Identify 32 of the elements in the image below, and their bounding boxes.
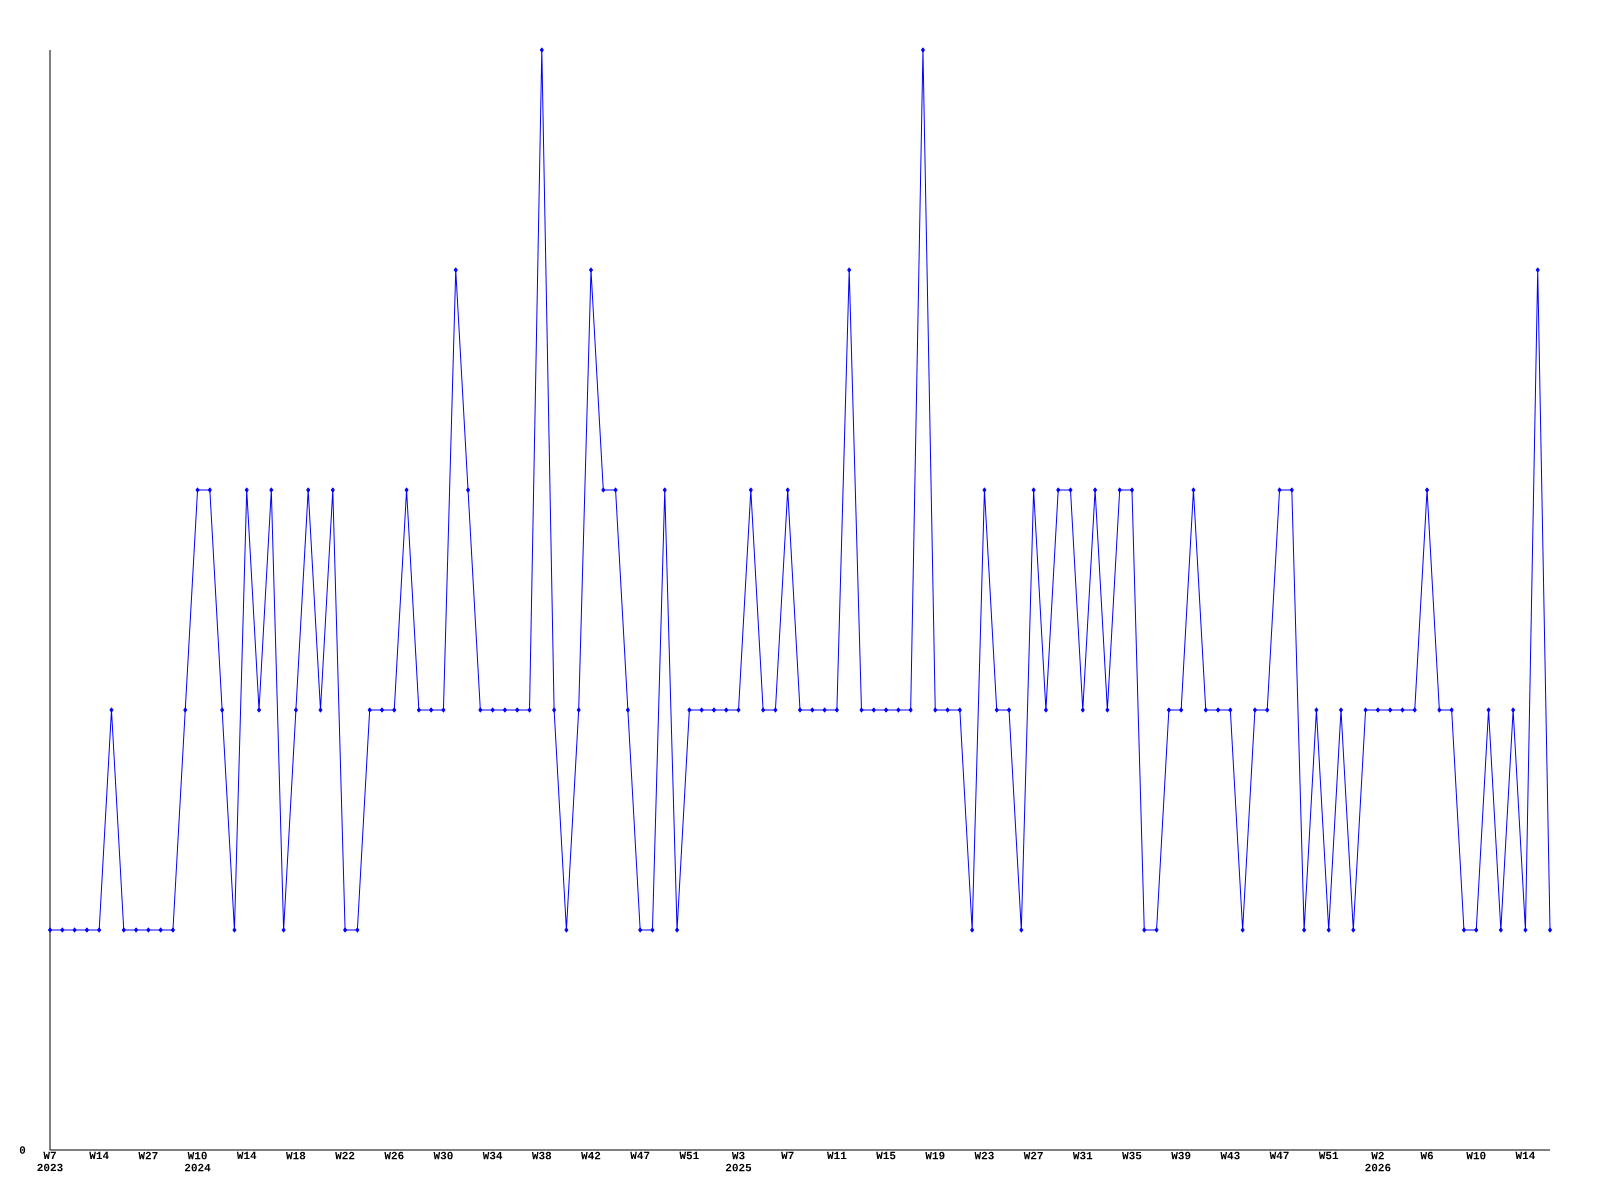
- x-tick-label: W38: [531, 1151, 552, 1160]
- x-tick-label: W18: [286, 1151, 306, 1160]
- x-tick-label: W51: [679, 1151, 699, 1160]
- x-tick-label: W22: [335, 1151, 355, 1160]
- x-tick-label: W39: [1171, 1151, 1191, 1160]
- text: 0: [19, 1146, 26, 1154]
- x-tick-label: W31: [1072, 1151, 1093, 1160]
- x-tick-label: W34: [482, 1151, 503, 1160]
- x-tick-label: W47: [630, 1151, 650, 1160]
- x-tick-label: W19: [925, 1151, 945, 1160]
- x-tick-label: W47: [1269, 1151, 1289, 1160]
- x-tick-label: W26: [384, 1151, 404, 1160]
- x-tick-label: W10: [1466, 1151, 1486, 1160]
- x-tick-label: W2 2026: [1365, 1151, 1391, 1172]
- x-tick-label: W10 2024: [185, 1151, 211, 1172]
- x-tick-label: W14: [89, 1151, 109, 1160]
- x-tick-label: W30: [433, 1151, 453, 1160]
- x-tick-label: W43: [1220, 1151, 1240, 1160]
- x-tick-label: W7 2023: [37, 1151, 63, 1172]
- x-tick-label: W27: [138, 1151, 158, 1160]
- x-tick-label: W3 2025: [725, 1151, 752, 1172]
- x-tick-label: W15: [876, 1151, 896, 1160]
- x-tick-label: W14: [1515, 1151, 1535, 1160]
- x-tick-label: W14: [236, 1151, 257, 1160]
- x-tick-label: W51: [1318, 1151, 1339, 1160]
- x-tick-label: W35: [1122, 1151, 1142, 1160]
- x-tick-label: W11: [826, 1151, 847, 1160]
- x-tick-label: W42: [581, 1151, 601, 1160]
- x-tick-label: W6: [1420, 1151, 1434, 1160]
- x-tick-label: W7: [781, 1151, 794, 1160]
- x-tick-label: W27: [1023, 1151, 1043, 1160]
- x-tick-label: W23: [974, 1151, 994, 1160]
